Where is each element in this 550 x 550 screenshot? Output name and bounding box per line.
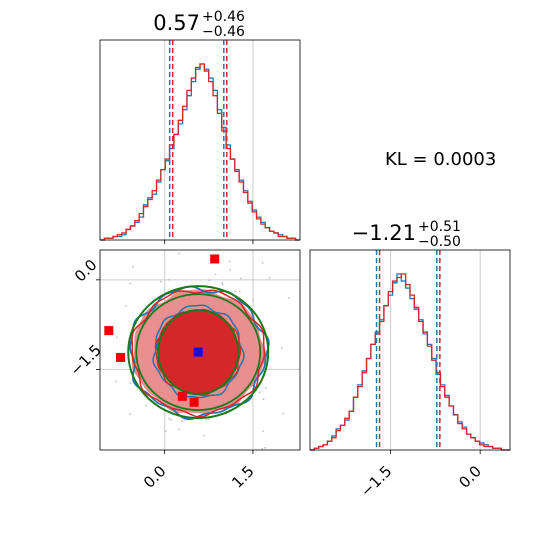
histogram-red-param1 — [310, 273, 510, 451]
panel-frame-top — [99, 39, 301, 241]
contour-green-outer — [127, 285, 270, 420]
sample-point — [240, 277, 242, 280]
panel-frame-joint — [99, 249, 301, 451]
param1-title-value: −1.21 — [352, 221, 416, 245]
sample-point — [129, 382, 132, 384]
sample-point — [170, 419, 172, 421]
x0-tick-label: 1.5 — [228, 462, 258, 492]
marker-point-red — [210, 254, 220, 264]
sample-point — [268, 277, 271, 279]
y1-tick-label: 0.0 — [71, 256, 101, 286]
sample-point — [214, 273, 217, 276]
param0-title-plus: +0.46 — [202, 9, 245, 25]
y1-tick-label: −1.5 — [67, 341, 105, 379]
contour-green-inner — [157, 309, 240, 396]
sample-point — [234, 290, 236, 293]
sample-point — [129, 413, 132, 415]
sample-point — [181, 420, 183, 423]
sample-point — [252, 299, 254, 302]
marker-point-blue — [193, 347, 203, 357]
kl-annotation: KL = 0.0003 — [385, 149, 496, 170]
marker-point-red — [189, 397, 199, 407]
sample-point — [282, 412, 285, 415]
histogram-blue-param0 — [100, 63, 300, 241]
sample-point — [228, 260, 231, 263]
x1-tick-label: −1.5 — [357, 462, 395, 500]
sample-point — [208, 418, 210, 420]
sample-point — [125, 304, 127, 307]
contour-green-mid — [135, 293, 262, 411]
marker-point-red — [177, 391, 187, 401]
sample-point — [258, 391, 261, 394]
sample-point — [221, 281, 224, 284]
sample-point — [229, 268, 231, 271]
param0-title-minus: −0.46 — [202, 24, 245, 40]
sample-point — [238, 290, 241, 293]
sample-point — [115, 380, 117, 383]
sample-point — [168, 279, 170, 281]
marker-point-red — [116, 352, 126, 362]
sample-point — [264, 387, 267, 389]
x1-tick-label: 0.0 — [455, 462, 485, 492]
sample-point — [178, 428, 180, 431]
sample-point — [262, 430, 264, 432]
sample-point — [205, 418, 208, 421]
sample-point — [168, 417, 171, 420]
sample-point — [281, 347, 283, 349]
histogram-red-param0 — [100, 63, 300, 241]
sample-point — [208, 279, 210, 281]
param0-title: 0.57 +0.46−0.46 — [153, 9, 245, 40]
marker-point-red — [104, 326, 114, 336]
panel-frame-right — [309, 249, 511, 451]
sample-point — [221, 283, 224, 286]
sample-point — [145, 404, 147, 407]
param1-title-plus: +0.51 — [418, 219, 461, 235]
kl-label: KL = 0.0003 — [385, 149, 496, 170]
param0-title-value: 0.57 — [153, 11, 200, 35]
sample-point — [264, 447, 266, 449]
sample-point — [228, 409, 231, 411]
param1-title: −1.21 +0.51−0.50 — [352, 219, 461, 250]
contour-red-outer — [131, 289, 266, 418]
sample-point — [165, 430, 167, 432]
sample-point — [160, 280, 162, 283]
x0-tick-label: 0.0 — [140, 462, 170, 492]
sample-point — [129, 282, 132, 285]
sample-point — [288, 297, 290, 299]
sample-point — [178, 252, 180, 255]
param1-title-minus: −0.50 — [418, 234, 461, 250]
sample-point — [116, 336, 118, 339]
sample-point — [203, 434, 205, 437]
sample-point — [262, 398, 265, 401]
sample-point — [261, 262, 264, 264]
sample-point — [132, 266, 134, 268]
sample-point — [261, 448, 264, 450]
